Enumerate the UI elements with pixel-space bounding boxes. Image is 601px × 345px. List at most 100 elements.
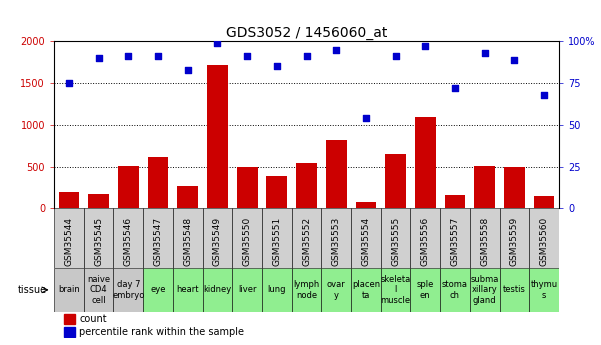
Bar	[177, 186, 198, 208]
Bar	[351, 268, 381, 312]
Bar	[84, 208, 114, 268]
Bar	[237, 167, 257, 208]
Bar	[381, 268, 410, 312]
Bar	[470, 268, 499, 312]
Point	[242, 54, 252, 59]
Bar	[118, 166, 139, 208]
Bar	[326, 140, 347, 208]
Bar	[445, 195, 465, 208]
Text: ovar
y: ovar y	[327, 280, 346, 299]
Bar	[529, 268, 559, 312]
Bar	[356, 202, 376, 208]
Text: GSM35558: GSM35558	[480, 217, 489, 266]
Text: GSM35552: GSM35552	[302, 217, 311, 266]
Bar	[143, 268, 173, 312]
Bar	[203, 268, 232, 312]
Text: GSM35545: GSM35545	[94, 217, 103, 266]
Bar	[54, 208, 84, 268]
Bar	[440, 208, 470, 268]
Bar	[440, 268, 470, 312]
Bar	[504, 167, 525, 208]
Text: thymu
s: thymu s	[531, 280, 558, 299]
Point	[510, 57, 519, 62]
Text: GSM35547: GSM35547	[153, 217, 162, 266]
Text: GSM35546: GSM35546	[124, 217, 133, 266]
Bar	[148, 157, 168, 208]
Point	[539, 92, 549, 98]
Text: GSM35556: GSM35556	[421, 217, 430, 266]
Point	[94, 55, 103, 61]
Point	[272, 64, 282, 69]
Bar	[410, 208, 440, 268]
Point	[421, 44, 430, 49]
Point	[450, 85, 460, 91]
Point	[183, 67, 192, 72]
Text: testis: testis	[503, 285, 526, 294]
Bar	[114, 208, 143, 268]
Text: liver: liver	[238, 285, 257, 294]
Bar	[207, 65, 228, 208]
Text: GSM35549: GSM35549	[213, 217, 222, 266]
Point	[302, 54, 311, 59]
Text: lung: lung	[267, 285, 286, 294]
Bar	[291, 208, 322, 268]
Bar	[262, 208, 291, 268]
Bar	[381, 208, 410, 268]
Text: day 7
embryо: day 7 embryо	[112, 280, 144, 299]
Bar	[64, 327, 75, 337]
Bar	[262, 268, 291, 312]
Bar	[84, 268, 114, 312]
Text: GSM35554: GSM35554	[361, 217, 370, 266]
Point	[361, 116, 371, 121]
Bar	[474, 166, 495, 208]
Bar	[351, 208, 381, 268]
Bar	[232, 208, 262, 268]
Text: GSM35559: GSM35559	[510, 217, 519, 266]
Text: eye: eye	[150, 285, 166, 294]
Text: tissue: tissue	[17, 285, 46, 295]
Text: GSM35548: GSM35548	[183, 217, 192, 266]
Text: brain: brain	[58, 285, 80, 294]
Bar	[64, 314, 75, 324]
Bar	[499, 208, 529, 268]
Point	[64, 80, 74, 86]
Text: GSM35551: GSM35551	[272, 217, 281, 266]
Bar	[322, 268, 351, 312]
Bar	[415, 117, 436, 208]
Point	[391, 54, 400, 59]
Text: skeleta
l
muscle: skeleta l muscle	[380, 275, 410, 305]
Text: percentile rank within the sample: percentile rank within the sample	[79, 327, 245, 337]
Bar	[266, 176, 287, 208]
Text: subma
xillary
gland: subma xillary gland	[471, 275, 499, 305]
Bar	[232, 268, 262, 312]
Bar	[143, 208, 173, 268]
Bar	[296, 163, 317, 208]
Bar	[529, 208, 559, 268]
Text: heart: heart	[177, 285, 199, 294]
Bar	[410, 268, 440, 312]
Text: kidney: kidney	[203, 285, 231, 294]
Text: GSM35557: GSM35557	[451, 217, 460, 266]
Text: GSM35560: GSM35560	[540, 217, 549, 266]
Text: count: count	[79, 314, 107, 324]
Bar	[173, 208, 203, 268]
Text: GSM35550: GSM35550	[243, 217, 252, 266]
Bar	[385, 154, 406, 208]
Text: naive
CD4
cell: naive CD4 cell	[87, 275, 110, 305]
Bar	[291, 268, 322, 312]
Text: stoma
ch: stoma ch	[442, 280, 468, 299]
Text: GSM35555: GSM35555	[391, 217, 400, 266]
Bar	[88, 194, 109, 208]
Text: lymph
node: lymph node	[293, 280, 320, 299]
Bar	[58, 193, 79, 208]
Bar	[322, 208, 351, 268]
Bar	[114, 268, 143, 312]
Title: GDS3052 / 1456060_at: GDS3052 / 1456060_at	[226, 26, 387, 40]
Text: placen
ta: placen ta	[352, 280, 380, 299]
Bar	[203, 208, 232, 268]
Point	[480, 50, 489, 56]
Bar	[54, 268, 84, 312]
Bar	[173, 268, 203, 312]
Point	[124, 54, 133, 59]
Point	[153, 54, 163, 59]
